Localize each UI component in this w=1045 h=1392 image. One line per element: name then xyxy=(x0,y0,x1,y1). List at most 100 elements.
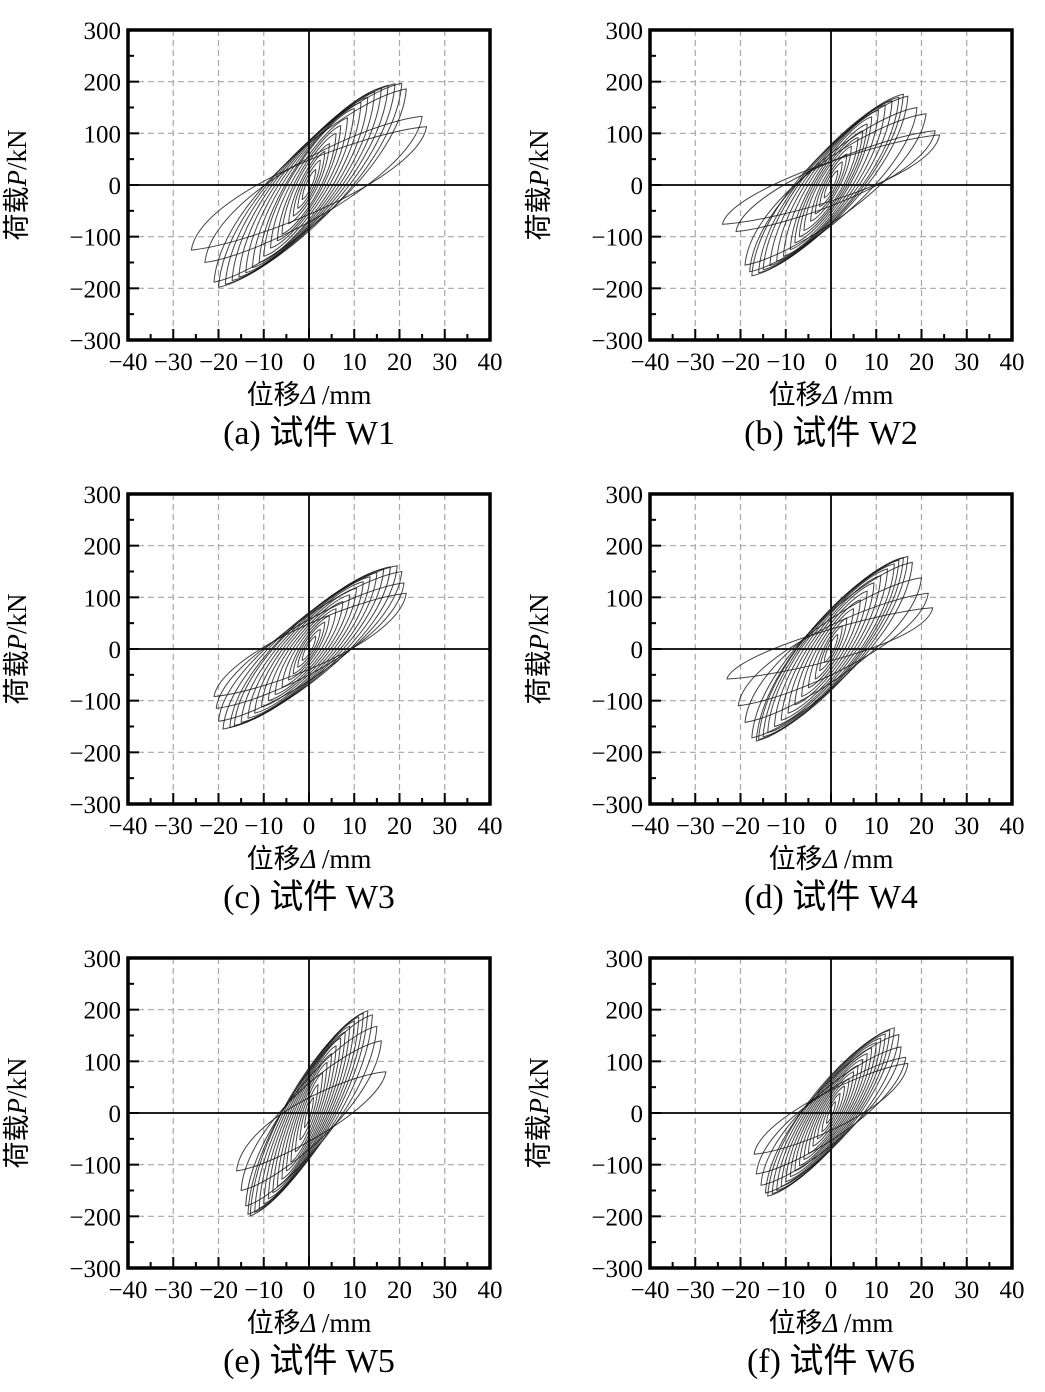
svg-text:−100: −100 xyxy=(69,1153,121,1180)
svg-text:−40: −40 xyxy=(108,349,147,376)
svg-text:荷载P/kN: 荷载P/kN xyxy=(2,1058,32,1169)
svg-text:−100: −100 xyxy=(591,689,643,716)
svg-text:20: 20 xyxy=(387,1277,412,1304)
svg-text:20: 20 xyxy=(909,1277,934,1304)
chart-caption-d: (d) 试件 W4 xyxy=(744,879,918,916)
svg-text:300: 300 xyxy=(606,482,644,509)
svg-text:−40: −40 xyxy=(630,1277,669,1304)
chart-caption-c: (c) 试件 W3 xyxy=(223,879,395,916)
svg-text:−200: −200 xyxy=(591,276,643,303)
hysteresis-chart-w6: −40 −30 −20 −10 0 10 20 30 40−300−200−1000100200… xyxy=(524,946,1025,1338)
subplot-b: −40 −30 −20 −10 0 10 20 30 40 −300 −200 −100 0 100 200… xyxy=(522,0,1044,464)
svg-text:−20: −20 xyxy=(199,349,238,376)
subplot-c: −40 −30 −20 −10 0 10 20 30 40 −300 −200 −100 0 100 200… xyxy=(0,464,522,928)
svg-text:40: 40 xyxy=(478,1277,503,1304)
svg-text:−40: −40 xyxy=(630,349,669,376)
svg-text:−40: −40 xyxy=(108,1277,147,1304)
svg-text:−40: −40 xyxy=(630,813,669,840)
svg-text:100: 100 xyxy=(84,1049,122,1076)
svg-text:−40: −40 xyxy=(108,813,147,840)
svg-text:−300: −300 xyxy=(69,1256,121,1283)
svg-text:20: 20 xyxy=(387,349,412,376)
svg-text:−100: −100 xyxy=(69,689,121,716)
svg-text:10: 10 xyxy=(864,813,889,840)
svg-text:位移Δ /mm: 位移Δ /mm xyxy=(769,380,894,410)
svg-text:位移Δ /mm: 位移Δ /mm xyxy=(769,1308,894,1338)
svg-text:−20: −20 xyxy=(199,1277,238,1304)
svg-text:−10: −10 xyxy=(766,1277,805,1304)
subplot-e: −40 −30 −20 −10 0 10 20 30 40 −300 −200 −100 0 100 200… xyxy=(0,928,522,1392)
svg-text:100: 100 xyxy=(606,1049,644,1076)
svg-text:荷载P/kN: 荷载P/kN xyxy=(524,1058,554,1169)
svg-text:30: 30 xyxy=(954,813,979,840)
svg-text:−30: −30 xyxy=(676,349,715,376)
svg-text:−200: −200 xyxy=(69,276,121,303)
chart-caption-b: (b) 试件 W2 xyxy=(744,415,918,452)
svg-text:−10: −10 xyxy=(766,349,805,376)
svg-text:位移Δ /mm: 位移Δ /mm xyxy=(769,844,894,874)
svg-text:−30: −30 xyxy=(154,813,193,840)
svg-text:20: 20 xyxy=(909,813,934,840)
svg-text:−200: −200 xyxy=(69,1204,121,1231)
subplot-a: −40 −30 −20 −10 0 10 20 30 40 −300 −200 −100 0 100 200… xyxy=(0,0,522,464)
svg-text:10: 10 xyxy=(342,813,367,840)
svg-text:0: 0 xyxy=(631,173,644,200)
svg-text:−10: −10 xyxy=(244,349,283,376)
svg-text:−300: −300 xyxy=(591,792,643,819)
svg-text:100: 100 xyxy=(606,121,644,148)
svg-text:−30: −30 xyxy=(676,813,715,840)
svg-text:位移Δ /mm: 位移Δ /mm xyxy=(247,1308,372,1338)
svg-text:−200: −200 xyxy=(69,740,121,767)
svg-text:−100: −100 xyxy=(69,225,121,252)
svg-text:10: 10 xyxy=(864,1277,889,1304)
svg-text:0: 0 xyxy=(825,813,838,840)
svg-text:−200: −200 xyxy=(591,1204,643,1231)
svg-text:300: 300 xyxy=(606,946,644,973)
svg-text:40: 40 xyxy=(478,349,503,376)
svg-text:−100: −100 xyxy=(591,225,643,252)
hysteresis-chart-w1: −40 −30 −20 −10 0 10 20 30 40−300−200−1000100200… xyxy=(2,18,503,410)
svg-text:300: 300 xyxy=(84,18,122,45)
svg-text:200: 200 xyxy=(84,998,122,1025)
svg-text:30: 30 xyxy=(432,349,457,376)
chart-caption-e: (e) 试件 W5 xyxy=(223,1343,395,1380)
svg-text:0: 0 xyxy=(825,349,838,376)
svg-text:10: 10 xyxy=(342,349,367,376)
svg-text:−20: −20 xyxy=(721,813,760,840)
svg-text:40: 40 xyxy=(1000,349,1025,376)
hysteresis-chart-w3: −40 −30 −20 −10 0 10 20 30 40−300−200−1000100200… xyxy=(2,482,503,874)
svg-text:−100: −100 xyxy=(591,1153,643,1180)
hysteresis-chart-w5: −40 −30 −20 −10 0 10 20 30 40−300−200−1000100200… xyxy=(2,946,503,1338)
svg-text:0: 0 xyxy=(303,813,316,840)
svg-text:0: 0 xyxy=(631,1101,644,1128)
svg-text:0: 0 xyxy=(303,1277,316,1304)
svg-text:20: 20 xyxy=(909,349,934,376)
svg-text:−30: −30 xyxy=(154,349,193,376)
svg-text:−300: −300 xyxy=(591,1256,643,1283)
svg-text:荷载P/kN: 荷载P/kN xyxy=(2,594,32,705)
svg-text:−200: −200 xyxy=(591,740,643,767)
svg-text:−10: −10 xyxy=(244,813,283,840)
svg-text:30: 30 xyxy=(954,349,979,376)
subplot-f: −40 −30 −20 −10 0 10 20 30 40 −300 −200 −100 0 100 200… xyxy=(522,928,1044,1392)
svg-text:200: 200 xyxy=(84,534,122,561)
svg-text:位移Δ /mm: 位移Δ /mm xyxy=(247,844,372,874)
svg-text:−10: −10 xyxy=(244,1277,283,1304)
svg-text:10: 10 xyxy=(864,349,889,376)
svg-text:300: 300 xyxy=(84,482,122,509)
svg-text:30: 30 xyxy=(432,813,457,840)
svg-text:100: 100 xyxy=(84,121,122,148)
svg-text:10: 10 xyxy=(342,1277,367,1304)
svg-text:−300: −300 xyxy=(69,792,121,819)
svg-text:300: 300 xyxy=(84,946,122,973)
svg-text:−30: −30 xyxy=(154,1277,193,1304)
chart-caption-a: (a) 试件 W1 xyxy=(223,415,395,452)
svg-text:40: 40 xyxy=(1000,813,1025,840)
svg-text:−20: −20 xyxy=(721,1277,760,1304)
svg-text:300: 300 xyxy=(606,18,644,45)
svg-text:100: 100 xyxy=(606,585,644,612)
svg-text:20: 20 xyxy=(387,813,412,840)
svg-text:−20: −20 xyxy=(721,349,760,376)
svg-text:0: 0 xyxy=(109,637,122,664)
